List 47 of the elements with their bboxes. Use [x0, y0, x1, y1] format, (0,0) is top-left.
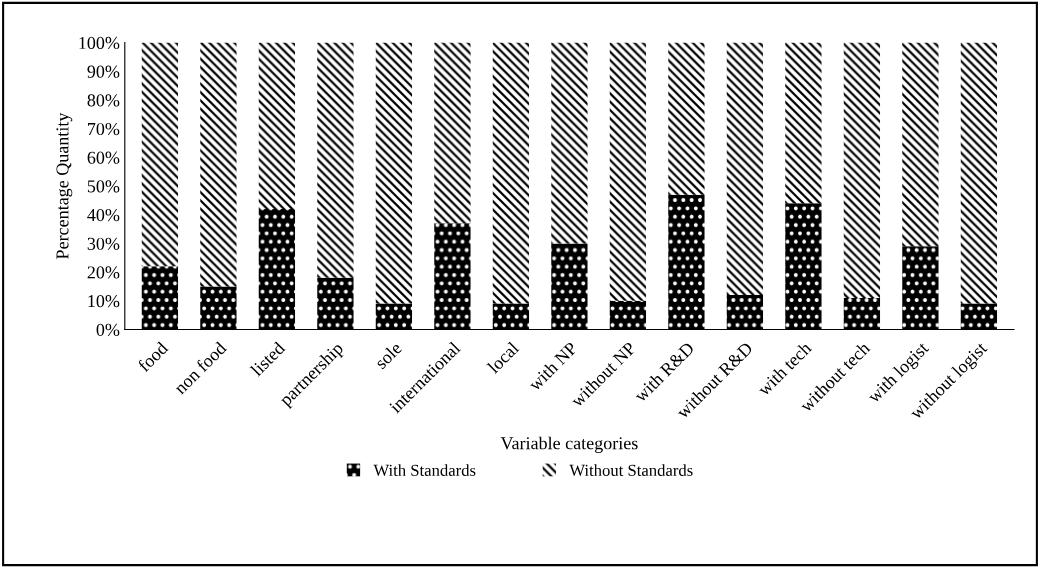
bar — [375, 42, 413, 304]
y-tick-label: 100% — [79, 36, 120, 50]
x-tick-label: food — [136, 340, 169, 373]
legend-label: With Standards — [373, 464, 476, 476]
bar — [902, 42, 939, 247]
bar — [551, 42, 588, 244]
bar — [200, 42, 237, 287]
bar — [609, 42, 647, 301]
y-tick-label: 60% — [87, 151, 120, 164]
bar — [434, 42, 471, 224]
bar — [668, 194, 705, 330]
bar — [434, 223, 471, 330]
bar — [609, 300, 647, 330]
y-tick-label: 90% — [87, 65, 120, 78]
bar — [492, 42, 530, 304]
y-tick-label: 20% — [87, 266, 120, 279]
bar — [200, 286, 237, 330]
y-tick-label: 30% — [87, 237, 120, 250]
bar — [960, 42, 998, 304]
x-tick-label: with NP — [527, 341, 578, 392]
y-tick-label: 70% — [88, 122, 120, 136]
y-tick-label: 50% — [87, 180, 120, 193]
bar — [375, 303, 413, 330]
bar — [317, 42, 354, 278]
bar — [726, 295, 764, 330]
bar — [668, 42, 705, 195]
bar — [843, 42, 881, 298]
bar — [141, 266, 179, 330]
bar — [785, 203, 822, 330]
bar — [141, 42, 179, 267]
y-tick-label: 10% — [88, 295, 120, 308]
bar — [785, 42, 822, 204]
bar — [726, 42, 764, 296]
bar — [843, 297, 881, 330]
bar — [492, 303, 530, 330]
y-tick-label: 80% — [87, 94, 120, 107]
x-axis-title: Variable categories — [500, 436, 638, 454]
bar — [960, 303, 998, 330]
bar — [902, 246, 939, 330]
bar — [258, 208, 296, 330]
bar — [551, 243, 588, 330]
y-tick-label: 0% — [96, 323, 120, 336]
bar — [258, 42, 296, 209]
y-tick-label: 40% — [87, 208, 120, 222]
y-axis-title: Percentage Quantity — [56, 112, 73, 259]
legend-label: Without Standards — [569, 464, 693, 476]
bar — [317, 277, 354, 330]
